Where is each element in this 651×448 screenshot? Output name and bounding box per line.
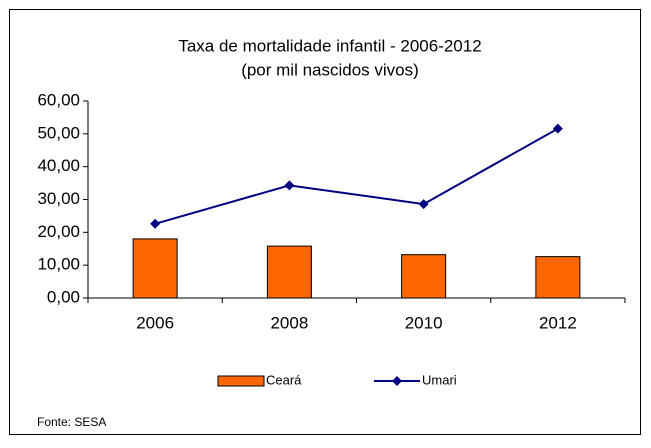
line xyxy=(154,127,559,225)
x-tick-label: 2006 xyxy=(136,313,174,332)
chart-title: Taxa de mortalidade infantil - 2006-2012 xyxy=(178,36,481,55)
marker xyxy=(284,180,295,191)
legend-label: Umari xyxy=(422,372,457,387)
y-tick-label: 30,00 xyxy=(37,189,80,208)
y-tick-label: 60,00 xyxy=(37,90,80,109)
x-tick-label: 2010 xyxy=(405,313,443,332)
x-tick-label: 2008 xyxy=(270,313,308,332)
x-tick-label: 2012 xyxy=(539,313,577,332)
marker xyxy=(418,199,429,210)
y-tick-label: 40,00 xyxy=(37,156,80,175)
source-note: Fonte: SESA xyxy=(37,415,106,429)
chart-frame xyxy=(9,9,641,435)
y-tick-label: 50,00 xyxy=(37,123,80,142)
chart-subtitle: (por mil nascidos vivos) xyxy=(241,60,419,79)
legend-swatch xyxy=(217,375,265,387)
bar xyxy=(266,245,312,299)
y-tick-label: 20,00 xyxy=(37,222,80,241)
legend-marker xyxy=(392,376,402,386)
y-tick-label: 10,00 xyxy=(37,255,80,274)
bar xyxy=(535,256,581,299)
y-tick-label: 0,00 xyxy=(47,287,80,306)
legend-label: Ceará xyxy=(266,372,302,387)
marker xyxy=(150,218,161,229)
bar xyxy=(132,238,178,299)
marker xyxy=(552,123,563,134)
bar xyxy=(401,254,447,299)
